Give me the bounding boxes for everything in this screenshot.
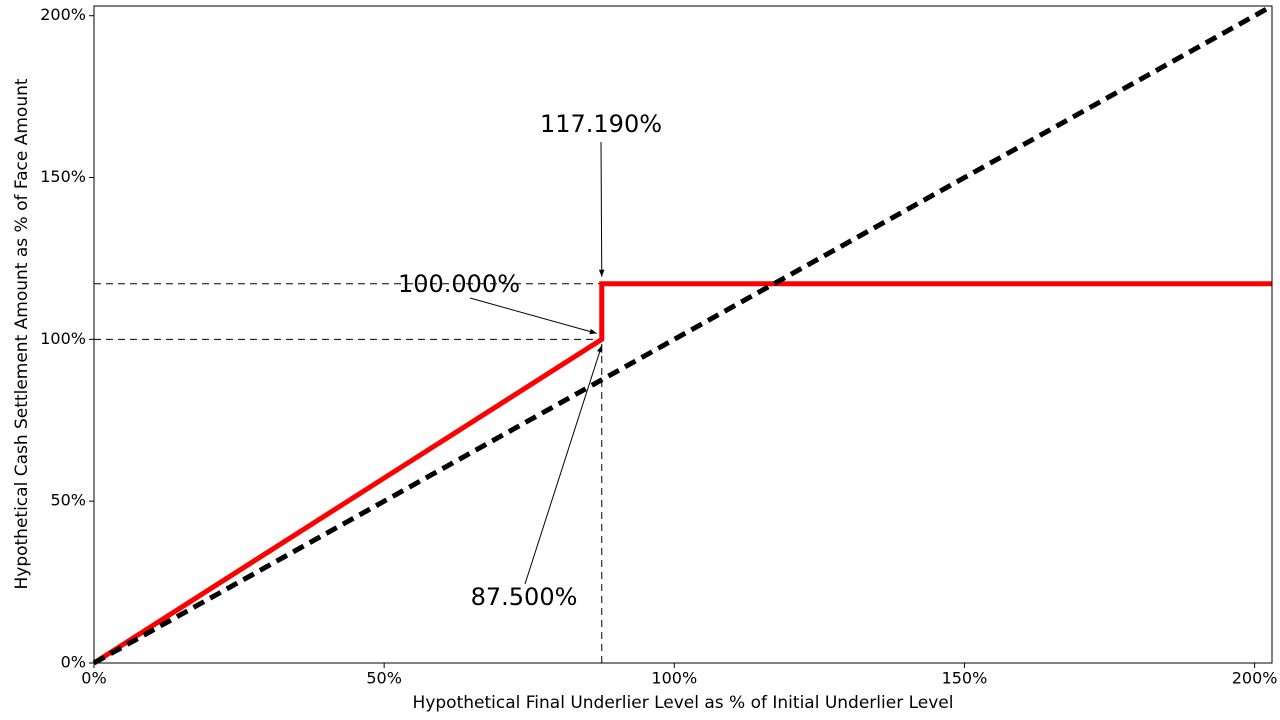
x-tick-label: 0% — [81, 669, 106, 688]
x-tick-label: 50% — [366, 669, 402, 688]
y-tick-label: 100% — [40, 329, 86, 348]
annotation-label: 87.500% — [471, 583, 578, 611]
annotation-arrow — [469, 297, 597, 335]
plot-frame — [93, 5, 1273, 664]
y-axis-label: Hypothetical Cash Settlement Amount as %… — [12, 78, 32, 589]
series-line — [92, 3, 1274, 666]
annotation-arrow — [524, 345, 603, 585]
y-tick-label: 0% — [61, 653, 86, 672]
x-tick-label: 200% — [1232, 669, 1278, 688]
y-tick-label: 150% — [40, 167, 86, 186]
annotation-label: 117.190% — [540, 110, 662, 138]
x-tick-label: 150% — [942, 669, 988, 688]
annotation-label: 100.000% — [398, 270, 520, 298]
series-line — [92, 281, 1272, 666]
x-tick-label: 100% — [651, 669, 697, 688]
annotation-arrow — [598, 141, 605, 277]
y-tick-label: 200% — [40, 5, 86, 24]
x-axis-label: Hypothetical Final Underlier Level as % … — [413, 693, 954, 713]
y-tick-label: 50% — [50, 491, 86, 510]
